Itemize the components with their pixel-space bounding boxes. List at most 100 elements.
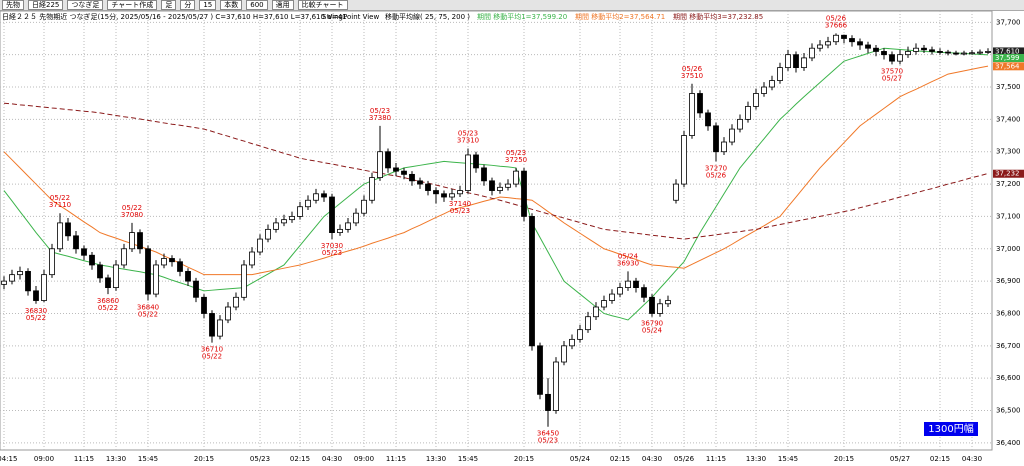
candle-body — [553, 361, 559, 411]
x-tick-label: 2 04:15 — [0, 455, 17, 463]
candle-body — [105, 277, 111, 288]
candle-body — [953, 52, 959, 55]
candle-body — [121, 248, 127, 266]
swing-price: 36840 — [137, 304, 159, 312]
candle-body — [41, 274, 47, 301]
x-tick-label: 09:00 — [34, 455, 54, 463]
candle-body — [689, 93, 695, 136]
candle-body — [921, 47, 927, 51]
candle-body — [169, 258, 175, 263]
candle-body — [265, 228, 271, 240]
candle-body — [737, 118, 743, 130]
toolbar-item[interactable]: 先物 — [2, 0, 24, 10]
x-tick-label: 20:15 — [834, 455, 854, 463]
candle-body — [73, 235, 79, 250]
range-badge: 1300円幅 — [928, 422, 973, 435]
candle-body — [873, 47, 879, 52]
toolbar-item[interactable]: 適用 — [271, 0, 294, 10]
candle-body — [681, 135, 687, 185]
candle-body — [673, 183, 679, 201]
candle-body — [633, 280, 639, 288]
candle-body — [505, 183, 511, 188]
candle-body — [249, 251, 255, 266]
swing-date: 05/22 — [202, 353, 222, 361]
candle-body — [297, 206, 303, 217]
candle-body — [233, 296, 239, 308]
legend-entry: 期間 移動平均2=37,564.71 — [575, 12, 665, 21]
candle-body — [377, 151, 383, 179]
candle-body — [745, 106, 751, 120]
candle-body — [561, 345, 567, 363]
toolbar-item[interactable]: つなぎ足 — [67, 0, 104, 10]
candle-body — [49, 248, 55, 276]
swing-price: 36830 — [25, 307, 47, 315]
candle-body — [881, 51, 887, 56]
candle-body — [977, 51, 983, 54]
candle-body — [825, 41, 831, 46]
swing-date: 05/27 — [882, 74, 902, 82]
y-tick-label: 37,200 — [996, 180, 1021, 188]
candle-body — [513, 170, 519, 185]
x-tick-label: 05/23 — [250, 455, 270, 463]
swing-price: 37666 — [825, 21, 848, 29]
swing-date: 05/26 — [826, 14, 847, 22]
candle-body — [713, 125, 719, 153]
candle-body — [81, 248, 87, 256]
toolbar-item[interactable]: 日経225 — [28, 0, 64, 10]
candle-body — [225, 306, 231, 321]
toolbar-item[interactable]: 15 — [199, 0, 217, 10]
x-tick-label: 05/27 — [890, 455, 910, 463]
candle-body — [321, 193, 327, 198]
candle-body — [601, 300, 607, 308]
candle-body — [281, 219, 287, 224]
candle-body — [433, 190, 439, 195]
ma-line — [3, 47, 989, 321]
candle-body — [625, 280, 631, 288]
candle-body — [345, 222, 351, 230]
range-badge-box — [924, 422, 978, 436]
swing-date: 05/24 — [642, 327, 663, 335]
ma-line — [3, 65, 989, 276]
candle-body — [417, 180, 423, 185]
candle-body — [409, 173, 415, 182]
x-tick-label: 13:30 — [426, 455, 446, 463]
candle-body — [809, 47, 815, 59]
candle-body — [817, 44, 823, 49]
candle-body — [17, 271, 23, 276]
candle-body — [665, 300, 671, 305]
legend-entry: 期間 移動平均1=37,599.20 — [477, 12, 567, 21]
toolbar-item[interactable]: 足 — [161, 0, 177, 10]
candle-body — [449, 193, 455, 198]
candle-body — [609, 293, 615, 301]
toolbar-item[interactable]: 600 — [246, 0, 268, 10]
price-tag-label: 37,610 — [995, 47, 1020, 55]
toolbar-item[interactable]: 本数 — [220, 0, 243, 10]
x-tick-label: 11:15 — [386, 455, 406, 463]
swing-date: 05/22 — [26, 314, 46, 322]
x-tick-label: 15:45 — [458, 455, 478, 463]
candle-body — [177, 261, 183, 272]
candle-body — [201, 296, 207, 314]
candle-body — [9, 274, 15, 282]
candle-body — [857, 41, 863, 46]
swing-price: 37140 — [449, 200, 471, 208]
candle-body — [393, 167, 399, 172]
candle-body — [489, 180, 495, 191]
candle-body — [849, 38, 855, 43]
candle-body — [353, 212, 359, 224]
price-tag — [993, 62, 1024, 71]
toolbar-item[interactable]: チャート作成 — [107, 0, 158, 10]
toolbar-item[interactable]: 比較チャート — [297, 0, 348, 10]
swing-date: 05/22 — [122, 204, 142, 212]
y-tick-label: 37,100 — [996, 212, 1021, 220]
toolbar-item[interactable]: 分 — [180, 0, 196, 10]
candle-body — [617, 287, 623, 295]
candle-body — [441, 193, 447, 198]
x-tick-label: 02:15 — [610, 455, 630, 463]
candle-body — [33, 290, 39, 301]
y-tick-label: 37,400 — [996, 115, 1021, 123]
y-tick-label: 36,700 — [996, 342, 1021, 350]
candle-body — [729, 128, 735, 143]
candle-body — [457, 190, 463, 195]
candle-body — [145, 248, 151, 295]
